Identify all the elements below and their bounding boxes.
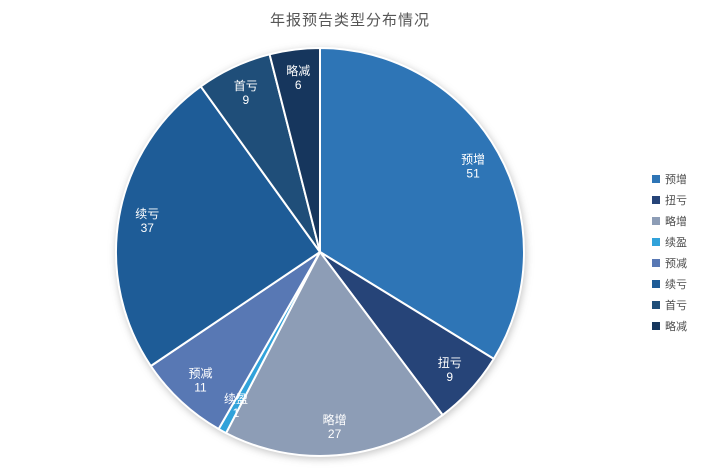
legend-swatch-icon xyxy=(652,216,660,225)
legend-swatch-icon xyxy=(652,195,660,204)
legend-swatch-icon xyxy=(652,321,660,330)
legend-item[interactable]: 预减 xyxy=(652,252,687,273)
legend-label: 续亏 xyxy=(665,278,687,291)
pie-slice[interactable] xyxy=(115,85,321,367)
pie-slice[interactable] xyxy=(319,47,525,360)
legend-item[interactable]: 略增 xyxy=(652,210,687,231)
legend-item[interactable]: 续盈 xyxy=(652,231,687,252)
legend-label: 扭亏 xyxy=(665,194,687,207)
legend-label: 预增 xyxy=(665,173,687,186)
pie-slice[interactable] xyxy=(225,251,444,457)
legend-swatch-icon xyxy=(652,300,660,309)
legend-item[interactable]: 略减 xyxy=(652,315,687,336)
legend-label: 略减 xyxy=(665,320,687,333)
legend-item[interactable]: 首亏 xyxy=(652,294,687,315)
pie-slice[interactable] xyxy=(268,47,321,253)
chart-title: 年报预告类型分布情况 xyxy=(269,12,431,29)
legend-label: 略增 xyxy=(665,215,687,228)
legend-label: 续盈 xyxy=(665,236,687,249)
pie-slices xyxy=(115,47,525,457)
legend-swatch-icon xyxy=(652,258,660,267)
legend-item[interactable]: 扭亏 xyxy=(652,189,687,210)
legend-label: 预减 xyxy=(665,257,687,270)
legend-swatch-icon xyxy=(652,237,660,246)
legend-item[interactable]: 续亏 xyxy=(652,273,687,294)
legend: 预增扭亏略增续盈预减续亏首亏略减 xyxy=(652,168,687,336)
legend-item[interactable]: 预增 xyxy=(652,168,687,189)
legend-label: 首亏 xyxy=(665,299,687,312)
legend-swatch-icon xyxy=(652,174,660,183)
legend-swatch-icon xyxy=(652,279,660,288)
